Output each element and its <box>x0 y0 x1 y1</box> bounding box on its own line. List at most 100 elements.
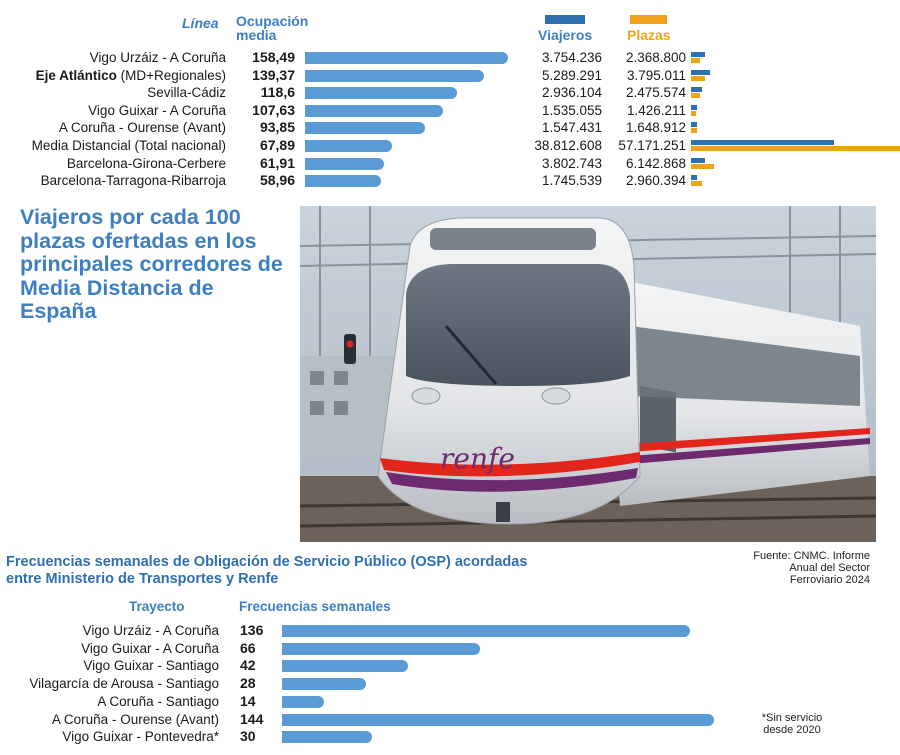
frequency-bar <box>282 731 372 743</box>
travelers-bar <box>691 122 697 127</box>
route-label: Vilagarcía de Arousa - Santiago <box>29 675 219 692</box>
seats-bar <box>691 58 700 63</box>
line-label-bold: Eje Atlántico <box>36 68 117 83</box>
travelers-bar <box>691 158 705 163</box>
frequency-bar <box>282 714 714 726</box>
frequency-value: 66 <box>240 640 256 657</box>
frequency-bar <box>282 696 324 708</box>
route-label: Vigo Guixar - Pontevedra* <box>62 728 219 745</box>
header-occupancy: Ocupación media <box>236 14 316 42</box>
legend-seats-label: Plazas <box>627 28 671 42</box>
route-label: A Coruña - Santiago <box>97 693 219 710</box>
frequency-chart-title: Frecuencias semanales de Obligación de S… <box>6 554 566 588</box>
occupancy-value: 67,89 <box>260 137 295 154</box>
travelers-bar <box>691 175 697 180</box>
frequency-bar <box>282 660 408 672</box>
footnote: *Sin servicio desde 2020 <box>752 712 832 736</box>
frequency-value: 14 <box>240 693 256 710</box>
legend-travelers-swatch <box>545 15 585 24</box>
seats-value: 2.475.574 <box>626 84 686 101</box>
line-label: Media Distancial (Total nacional) <box>32 137 226 154</box>
travelers-bar <box>691 87 702 92</box>
line-label: Eje Atlántico (MD+Regionales) <box>36 67 226 84</box>
travelers-value: 3.802.743 <box>542 155 602 172</box>
header-line: Línea <box>182 16 219 30</box>
occupancy-value: 118,6 <box>261 84 295 101</box>
line-label: Barcelona-Girona-Cerbere <box>67 155 226 172</box>
line-label: A Coruña - Ourense (Avant) <box>59 119 226 136</box>
legend-travelers-label: Viajeros <box>538 28 592 42</box>
seats-bar <box>691 181 702 186</box>
line-label-text: (MD+Regionales) <box>117 68 226 83</box>
seats-value: 6.142.868 <box>626 155 686 172</box>
frequency-value: 42 <box>240 657 256 674</box>
seats-bar <box>691 76 705 81</box>
frequency-bar <box>282 643 480 655</box>
travelers-value: 1.535.055 <box>542 102 602 119</box>
travelers-value: 1.745.539 <box>542 172 602 189</box>
legend-seats-swatch <box>630 15 667 24</box>
line-label: Sevilla-Cádiz <box>147 84 226 101</box>
frequency-bar <box>282 678 366 690</box>
occupancy-value: 158,49 <box>252 49 295 66</box>
travelers-bar <box>691 105 697 110</box>
seats-bar <box>691 111 696 116</box>
frequency-value: 28 <box>240 675 256 692</box>
route-label: A Coruña - Ourense (Avant) <box>52 711 219 728</box>
line-label: Barcelona-Tarragona-Ribarroja <box>41 172 226 189</box>
source-note: Fuente: CNMC. Informe Anual del Sector F… <box>750 550 870 586</box>
frequency-value: 136 <box>240 622 263 639</box>
occupancy-bar <box>305 105 443 117</box>
line-label-text: Vigo Guixar - A Coruña <box>88 103 226 118</box>
seats-value: 2.368.800 <box>626 49 686 66</box>
renfe-logo: renfe <box>440 442 515 475</box>
travelers-value: 1.547.431 <box>542 119 602 136</box>
occupancy-bar <box>305 122 425 134</box>
line-label-text: A Coruña - Ourense (Avant) <box>59 120 226 135</box>
travelers-value: 3.754.236 <box>542 49 602 66</box>
line-label-text: Barcelona-Tarragona-Ribarroja <box>41 173 226 188</box>
seats-bar <box>691 146 900 151</box>
seats-bar <box>691 93 700 98</box>
travelers-value: 2.936.104 <box>542 84 602 101</box>
line-label-text: Sevilla-Cádiz <box>147 85 226 100</box>
line-label-text: Media Distancial (Total nacional) <box>32 138 226 153</box>
seats-value: 1.426.211 <box>627 102 686 119</box>
seats-bar <box>691 128 697 133</box>
chart-title: Viajeros por cada 100 plazas ofertadas e… <box>20 206 290 324</box>
seats-bar <box>691 164 714 169</box>
occupancy-bar <box>305 140 392 152</box>
frequency-value: 144 <box>240 711 263 728</box>
route-label: Vigo Guixar - Santiago <box>83 657 219 674</box>
seats-value: 2.960.394 <box>626 172 686 189</box>
line-label-text: Barcelona-Girona-Cerbere <box>67 156 226 171</box>
occupancy-bar <box>305 158 384 170</box>
train-photo: renfe <box>300 206 876 542</box>
line-label: Vigo Urzáiz - A Coruña <box>90 49 226 66</box>
occupancy-value: 61,91 <box>260 155 295 172</box>
travelers-value: 38.812.608 <box>534 137 602 154</box>
header-route: Trayecto <box>129 600 185 614</box>
frequency-bar <box>282 625 690 637</box>
travelers-bar <box>691 70 710 75</box>
travelers-bar <box>691 140 834 145</box>
occupancy-bar <box>305 175 381 187</box>
header-frequency: Frecuencias semanales <box>239 600 391 614</box>
route-label: Vigo Guixar - A Coruña <box>81 640 219 657</box>
occupancy-value: 139,37 <box>252 67 295 84</box>
seats-value: 3.795.011 <box>627 67 686 84</box>
occupancy-bar <box>305 52 508 64</box>
travelers-bar <box>691 52 705 57</box>
occupancy-bar <box>305 70 484 82</box>
occupancy-value: 93,85 <box>260 119 295 136</box>
line-label-text: Vigo Urzáiz - A Coruña <box>90 50 226 65</box>
frequency-value: 30 <box>240 728 256 745</box>
travelers-value: 5.289.291 <box>542 67 602 84</box>
train-image: renfe <box>300 206 876 542</box>
occupancy-value: 107,63 <box>252 102 295 119</box>
occupancy-bar <box>305 87 457 99</box>
occupancy-value: 58,96 <box>260 172 295 189</box>
seats-value: 57.171.251 <box>618 137 686 154</box>
route-label: Vigo Urzáiz - A Coruña <box>83 622 219 639</box>
line-label: Vigo Guixar - A Coruña <box>88 102 226 119</box>
